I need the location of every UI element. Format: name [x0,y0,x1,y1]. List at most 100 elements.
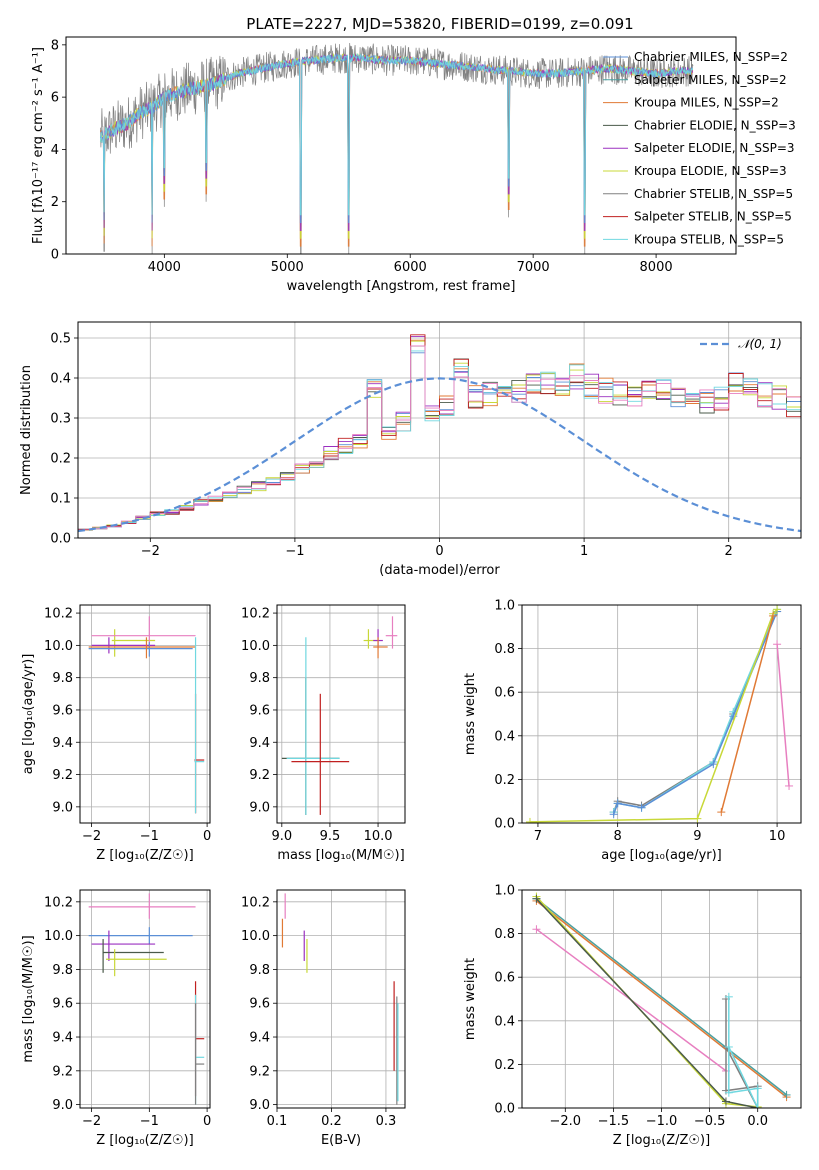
mass-weight-vs-age-panel: 7 8 9 10 0.0 0.2 0.4 0.6 0.8 1.0 age [log₁₀(age/yr… [463,599,802,863]
x-axis-label: wavelength [Angstrom, rest frame] [287,279,516,294]
plus-marker [753,1084,762,1093]
figure-title: PLATE=2227, MJD=53820, FIBERID=0199, z=0… [246,15,633,33]
plus-marker [753,1104,762,1108]
y-tick-label: 0 [51,248,59,263]
legend-entry: Salpeter STELIB, N_SSP=5 [634,210,792,224]
plus-marker [717,808,726,817]
x-axis-label: Z [log₁₀(Z/Z☉)] [96,848,193,863]
x-axis-label: Z [log₁₀(Z/Z☉)] [96,1133,193,1148]
legend-entry: Kroupa MILES, N_SSP=2 [634,96,779,110]
x-tick-label: 9 [693,829,701,844]
x-tick-label: −1 [285,544,304,559]
axes-frame [79,604,211,824]
axes-frame [521,889,802,1109]
y-tick-label: 9.8 [249,963,270,978]
histogram-series [78,350,801,531]
x-tick-label: 10 [769,829,786,844]
y-tick-label: 0.2 [494,1058,515,1073]
y-tick-label: 0.2 [50,452,71,467]
y-tick-label: 9.0 [249,800,270,815]
plus-marker [609,810,618,819]
errorbar-point [91,930,156,961]
x-tick-label: −2 [82,829,101,844]
weight-line [535,900,788,1098]
errorbar-point [373,637,388,659]
x-tick-label: 4000 [148,260,181,275]
x-tick-label: 0 [435,544,443,559]
errorbar-point [88,642,193,657]
y-tick-label: 6 [51,91,59,106]
plus-marker [637,803,646,812]
x-tick-label: −1 [140,829,159,844]
y-tick-label: 0.3 [50,412,71,427]
y-tick-label: 9.8 [52,963,73,978]
x-tick-label: −2.0 [550,1114,582,1129]
x-tick-label: 6000 [394,260,427,275]
x-tick-label: 1 [580,544,588,559]
axes-frame [65,36,737,255]
plus-marker [724,1088,733,1097]
axes-frame [276,604,406,824]
y-tick-label: 10.2 [44,895,73,910]
x-tick-label: 5000 [271,260,304,275]
y-tick-label: 9.4 [249,1031,270,1046]
y-tick-label: 9.4 [52,1031,73,1046]
errorbar-point [106,949,167,977]
weight-line [535,895,758,1108]
y-tick-label: 0.0 [494,817,515,832]
mass-weight-vs-metallicity-panel: −2.0 −1.5 −1.0 −0.5 0.0 0.0 0.2 0.4 0.6 0.8 1.0 Z [… [463,884,802,1148]
mass-vs-ebv-panel: 0.1 0.2 0.3 9.0 9.2 9.4 9.6 9.8 10.0 10.2 E(B-V) [241,889,406,1148]
y-axis-label: age [log₁₀(age/yr)] [21,654,36,775]
x-tick-label: 7000 [517,260,550,275]
x-axis-label: mass [log₁₀(M/M☉)] [277,848,404,863]
errorbar-point [286,637,340,815]
y-axis-label: mass weight [463,958,478,1040]
legend-entry: Salpeter ELODIE, N_SSP=3 [634,141,795,155]
residuals-histogram-panel: −2 −1 0 1 2 0.0 0.1 0.2 0.3 0.4 0.5 (data-model)/er… [19,321,802,578]
errorbar-point [194,994,205,1105]
age-vs-mass-panel: 9.0 9.5 10.0 9.0 9.2 9.4 9.6 9.8 10.0 10.2 mass [l… [241,604,406,863]
x-axis-label: Z [log₁₀(Z/Z☉)] [613,1133,710,1148]
x-tick-label: −2 [141,544,160,559]
legend-entry: Chabrier ELODIE, N_SSP=3 [634,118,796,132]
x-axis-label: age [log₁₀(age/yr)] [601,848,722,863]
plus-marker [782,1090,791,1099]
y-tick-label: 0.1 [50,492,71,507]
errorbar-point [385,616,398,649]
plus-marker [613,799,622,808]
x-tick-label: −1 [140,1114,159,1129]
errorbar-point [88,927,193,945]
plus-marker [724,1042,733,1051]
axes-frame [276,889,406,1109]
x-tick-label: 9.0 [271,829,292,844]
y-tick-label: 0.6 [494,971,515,986]
y-axis-label: Flux [fλ10⁻¹⁷ erg cm⁻² s⁻¹ A⁻¹] [31,47,46,244]
plus-marker [785,781,794,790]
y-tick-label: 9.2 [249,768,270,783]
x-tick-label: 0 [203,829,211,844]
errorbar-point [194,637,205,814]
weight-line [612,611,778,815]
y-tick-label: 9.6 [52,703,73,718]
y-tick-label: 9.4 [249,736,270,751]
weight-line [535,898,788,1096]
x-tick-label: 0.0 [747,1114,768,1129]
plot-area [281,893,399,1105]
errorbar-point [102,939,164,973]
plus-marker [769,611,778,620]
plot-area [78,334,801,533]
x-tick-label: 8 [614,829,622,844]
weight-line [720,615,774,813]
y-tick-label: 0.4 [494,1014,515,1029]
plus-marker [773,640,782,649]
y-tick-label: 1.0 [494,599,515,614]
plot-area [88,893,205,1105]
errorbar-point [88,637,196,659]
weight-line [613,609,778,813]
y-tick-label: 0.0 [50,532,71,547]
y-tick-label: 9.0 [52,1098,73,1113]
y-tick-label: 9.2 [52,1064,73,1079]
y-tick-label: 9.8 [52,671,73,686]
errorbar-point [111,629,156,657]
